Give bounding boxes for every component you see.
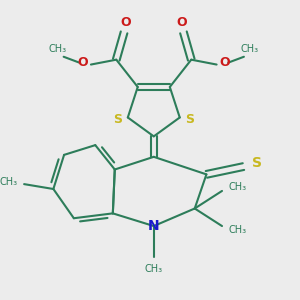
Text: O: O	[121, 16, 131, 29]
Text: O: O	[176, 16, 187, 29]
Text: CH₃: CH₃	[229, 225, 247, 235]
Text: CH₃: CH₃	[0, 177, 18, 187]
Text: CH₃: CH₃	[145, 264, 163, 274]
Text: CH₃: CH₃	[49, 44, 67, 54]
Text: CH₃: CH₃	[229, 182, 247, 192]
Text: O: O	[78, 56, 88, 69]
Text: N: N	[148, 219, 160, 233]
Text: O: O	[219, 56, 230, 69]
Text: S: S	[252, 156, 262, 170]
Text: S: S	[114, 113, 123, 126]
Text: CH₃: CH₃	[241, 44, 259, 54]
Text: S: S	[185, 113, 194, 126]
